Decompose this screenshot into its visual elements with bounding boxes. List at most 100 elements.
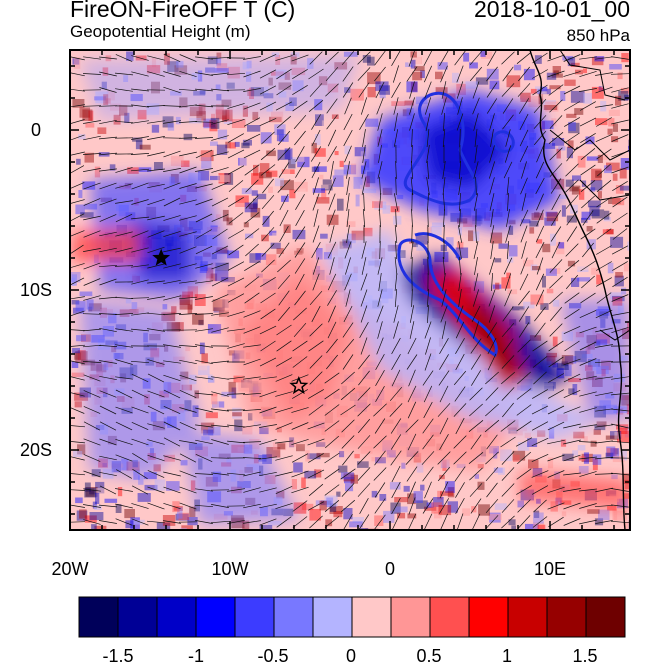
wind-barb <box>579 326 597 334</box>
field-pixel <box>284 148 293 160</box>
wind-barb <box>459 128 461 148</box>
field-pixel <box>201 157 212 169</box>
wind-barb <box>211 439 229 445</box>
field-pixel <box>75 497 83 504</box>
field-pixel <box>124 509 135 519</box>
wind-barb <box>130 216 150 220</box>
wind-barb <box>518 66 530 82</box>
field-pixel <box>566 146 573 159</box>
field-pixel <box>613 448 619 455</box>
field-pixel <box>577 155 586 168</box>
wind-barb <box>501 83 515 97</box>
wind-barb <box>393 321 399 339</box>
wind-barb <box>457 97 463 115</box>
wind-barb <box>163 455 181 461</box>
wind-barb <box>521 161 527 179</box>
wind-barb <box>358 370 370 386</box>
wind-barb <box>259 503 277 509</box>
field-pixel <box>354 453 360 459</box>
field-pixel <box>436 79 449 85</box>
field-pixel <box>272 232 281 240</box>
wind-barb <box>228 197 244 207</box>
wind-barb <box>131 373 149 383</box>
wind-barb <box>195 198 213 206</box>
field-pixel <box>501 61 515 66</box>
wind-barb <box>83 488 101 492</box>
wind-barb <box>393 129 399 147</box>
field-pixel <box>398 250 406 258</box>
field-pixel <box>80 212 94 218</box>
wind-barb <box>343 305 353 323</box>
wind-barb <box>468 420 484 432</box>
y-tick-label: 20S <box>20 440 52 460</box>
field-pixel <box>603 217 611 222</box>
field-pixel <box>552 66 561 74</box>
field-pixel <box>601 107 607 115</box>
field-pixel <box>476 500 488 508</box>
wind-barb <box>551 241 561 259</box>
wind-barb <box>307 438 325 446</box>
field-pixel <box>540 86 548 92</box>
wind-barb <box>227 103 245 109</box>
wind-barb <box>360 273 368 291</box>
field-pixel <box>253 198 258 208</box>
field-pixel <box>490 232 503 244</box>
field-pixel <box>612 455 625 463</box>
wind-barb <box>179 54 197 62</box>
wind-barb <box>243 117 261 127</box>
wind-barb <box>327 290 337 306</box>
wind-barb <box>502 338 514 354</box>
field-pixel <box>187 304 193 314</box>
wind-barb <box>453 435 467 449</box>
wind-barb <box>324 500 340 512</box>
field-pixel <box>71 361 79 368</box>
wind-barb <box>473 161 479 179</box>
wind-barb <box>147 405 165 415</box>
field-pixel <box>117 487 123 497</box>
field-pixel <box>95 492 100 504</box>
wind-barb <box>357 387 371 401</box>
wind-barb <box>395 208 397 228</box>
wind-barb <box>99 87 117 93</box>
field-pixel <box>346 221 356 227</box>
wind-barb <box>130 297 150 299</box>
wind-barb <box>83 390 101 398</box>
field-pixel <box>71 372 85 377</box>
field-pixel <box>73 451 83 457</box>
wind-barb <box>473 241 479 259</box>
field-pixel <box>227 250 240 259</box>
field-pixel <box>561 511 567 517</box>
field-pixel <box>311 142 317 154</box>
wind-barb <box>211 472 229 476</box>
wind-barb <box>211 135 229 141</box>
wind-barb <box>275 55 293 61</box>
field-pixel <box>367 72 381 85</box>
field-pixel <box>379 90 386 99</box>
wind-barb <box>595 72 613 76</box>
wind-barb <box>363 192 365 212</box>
wind-barb <box>582 242 594 258</box>
wind-barb <box>162 313 182 315</box>
wind-barb <box>163 374 181 382</box>
wind-barb <box>292 500 308 512</box>
wind-barb <box>341 419 355 433</box>
wind-barb <box>488 161 496 179</box>
wind-barb <box>291 486 309 494</box>
field-pixel <box>217 129 228 140</box>
field-pixel <box>270 242 281 249</box>
wind-barb <box>564 340 580 352</box>
field-pixel <box>164 454 175 462</box>
wind-barb <box>391 497 401 515</box>
wind-barb <box>82 344 102 348</box>
field-pixel <box>89 512 104 521</box>
colorbar-label: -1 <box>188 646 204 666</box>
wind-barb <box>535 289 545 307</box>
wind-barb <box>595 408 613 412</box>
wind-barb <box>472 321 480 339</box>
field-pixel <box>187 517 198 526</box>
wind-barb <box>391 354 401 370</box>
field-pixel <box>320 233 328 239</box>
field-pixel <box>77 444 86 455</box>
wind-barb <box>242 409 262 411</box>
